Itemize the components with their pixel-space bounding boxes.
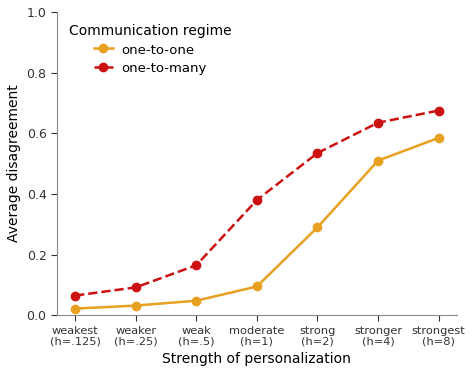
one-to-many	[436, 108, 442, 113]
one-to-one	[254, 284, 260, 289]
Line: one-to-many: one-to-many	[71, 106, 443, 300]
X-axis label: Strength of personalization: Strength of personalization	[163, 352, 351, 366]
Y-axis label: Average disagreement: Average disagreement	[7, 85, 21, 242]
one-to-one	[315, 225, 320, 229]
one-to-many	[193, 263, 199, 267]
one-to-many	[133, 285, 138, 289]
one-to-one	[72, 306, 78, 311]
one-to-one	[436, 136, 442, 140]
one-to-one	[375, 159, 381, 163]
one-to-one	[133, 303, 138, 308]
one-to-many	[375, 120, 381, 125]
one-to-one	[193, 298, 199, 303]
one-to-many	[72, 293, 78, 298]
Legend: one-to-one, one-to-many: one-to-one, one-to-many	[64, 19, 237, 81]
one-to-many	[315, 151, 320, 155]
one-to-many	[254, 198, 260, 202]
Line: one-to-one: one-to-one	[71, 134, 443, 313]
